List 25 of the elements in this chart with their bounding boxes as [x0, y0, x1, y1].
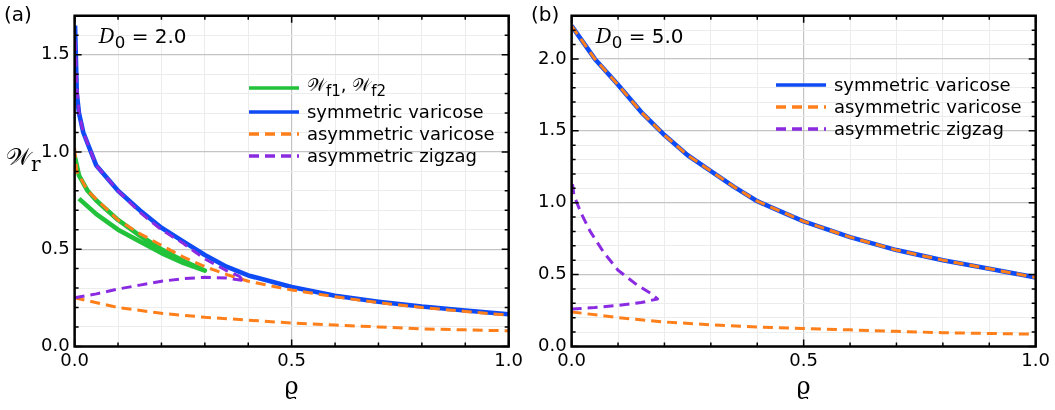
legend-label: asymmetric varicose	[306, 123, 495, 146]
y-tick-label: 0.5	[537, 262, 567, 284]
legend-label: 𝒲$_{f1}$, 𝒲$_{f2}$	[306, 73, 387, 102]
x-axis-title: ϱ	[796, 372, 811, 401]
y-axis-title: 𝒲$_{r}$	[6, 143, 41, 176]
legend-label: asymmetric varicose	[833, 95, 1022, 118]
legend-label: asymmetric zigzag	[306, 145, 478, 168]
x-tick-label: 1.0	[1021, 348, 1051, 370]
x-tick-label: 0.5	[277, 348, 306, 370]
annotation: D$_{0}$ = 5.0	[595, 23, 684, 52]
chart-title: (a)	[4, 2, 32, 26]
x-tick-label: 0.5	[789, 348, 818, 370]
annotation: D$_{0}$ = 2.0	[98, 23, 187, 52]
y-tick-label: 1.0	[537, 190, 567, 212]
chart-title: (b)	[531, 2, 560, 26]
y-tick-label: 1.5	[537, 118, 567, 140]
x-axis-title: ϱ	[284, 372, 299, 401]
legend-label: symmetric varicose	[833, 73, 1011, 96]
y-tick-label: 0.5	[40, 236, 70, 258]
legend-label: asymmetric zigzag	[833, 117, 1005, 140]
y-tick-label: 1.0	[40, 139, 70, 161]
x-tick-label: 1.0	[494, 348, 524, 370]
y-tick-label: 2.0	[537, 46, 567, 68]
y-tick-label: 1.5	[40, 42, 70, 64]
legend-label: symmetric varicose	[306, 101, 484, 124]
